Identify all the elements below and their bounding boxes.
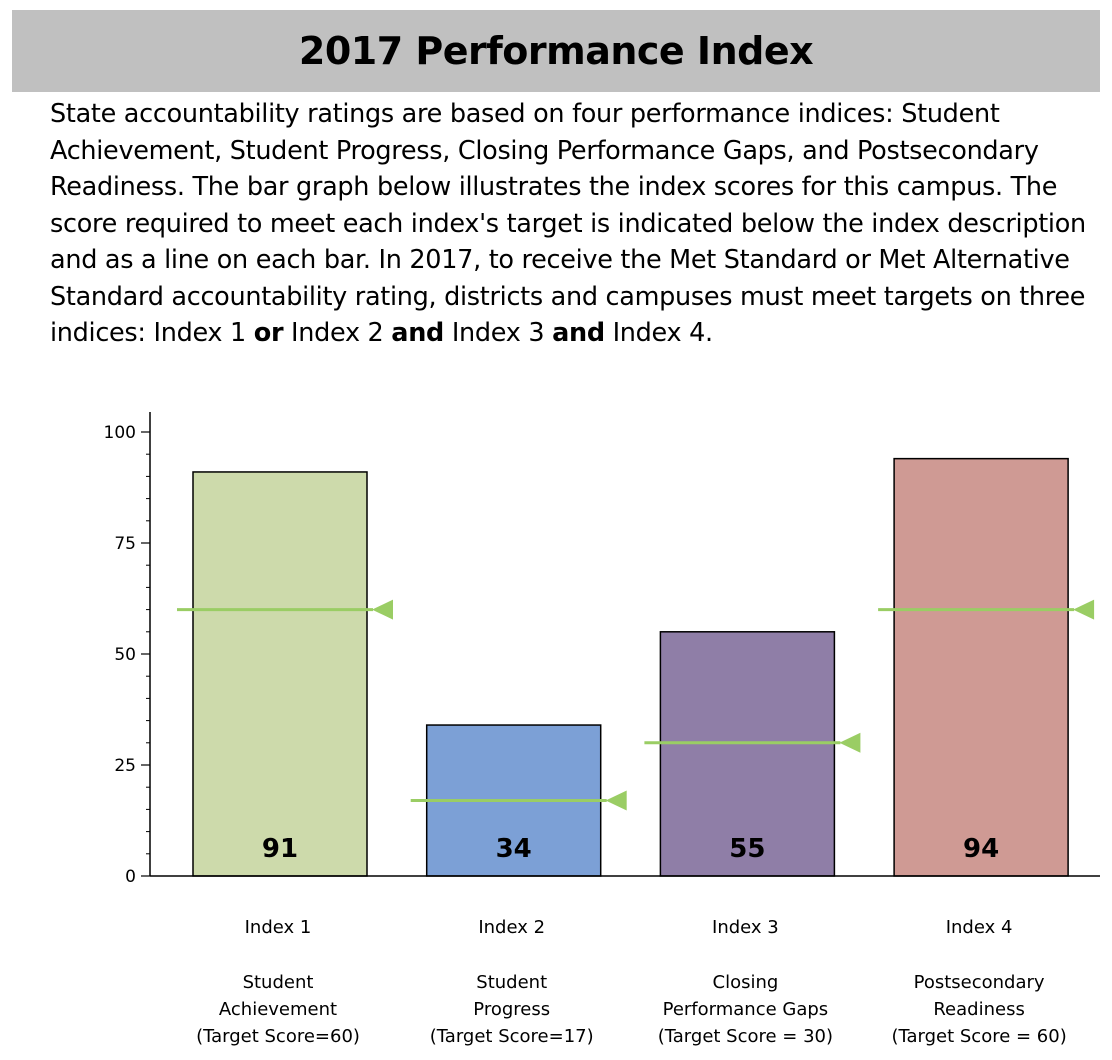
x-description-label: Performance Gaps [663,999,829,1020]
description-and-2: and [552,318,605,348]
x-description-label: Readiness [933,999,1024,1020]
x-description-label: (Target Score=60) [196,1026,360,1047]
bar-index-1 [192,471,368,877]
y-tick-label: 50 [114,645,136,665]
bar-value-label: 94 [963,834,999,864]
bar-value-label: 55 [729,834,765,864]
x-description-label: Progress [473,999,550,1020]
description-or: or [253,318,284,348]
bar-index-3 [659,631,836,877]
x-description-label: (Target Score = 30) [658,1026,833,1047]
x-description-label: Closing [713,972,779,993]
bar-value-label: 34 [496,834,532,864]
performance-index-chart: 0 25 50 75 100 91 34 55 94 Index 1 Student Achievem… [104,412,1100,1047]
bar-index-4 [893,457,1069,877]
y-tick-label: 25 [114,756,136,776]
description-text-1: State accountability ratings are based o… [50,99,1086,348]
target-marker-3 [839,732,861,753]
description-text-2: Index 2 [283,318,392,348]
description-text-4: Index 4. [604,318,714,348]
x-category-label: Index 4 [946,917,1013,938]
description-text-3: Index 3 [444,318,553,348]
y-tick-label: 0 [125,867,136,887]
page-title: 2017 Performance Index [298,29,814,73]
x-description-label: Achievement [219,999,337,1020]
x-description-label: (Target Score = 60) [891,1026,1066,1047]
y-tick-label: 100 [104,423,136,443]
x-description-label: Student [476,972,547,993]
x-description-label: Student [243,972,314,993]
x-category-label: Index 2 [478,917,545,938]
x-description-label: (Target Score=17) [430,1026,594,1047]
description-and-1: and [391,318,445,348]
bar-value-label: 91 [262,834,298,864]
x-category-label: Index 3 [712,917,779,938]
y-tick-label: 75 [114,534,136,554]
target-marker-4 [1073,599,1095,620]
target-marker-1 [372,599,393,620]
x-description-label: Postsecondary [914,972,1045,993]
x-category-label: Index 1 [245,917,312,938]
description-paragraph: State accountability ratings are based o… [50,96,1090,352]
title-bar: 2017 Performance Index [12,10,1100,92]
target-marker-2 [605,790,627,811]
